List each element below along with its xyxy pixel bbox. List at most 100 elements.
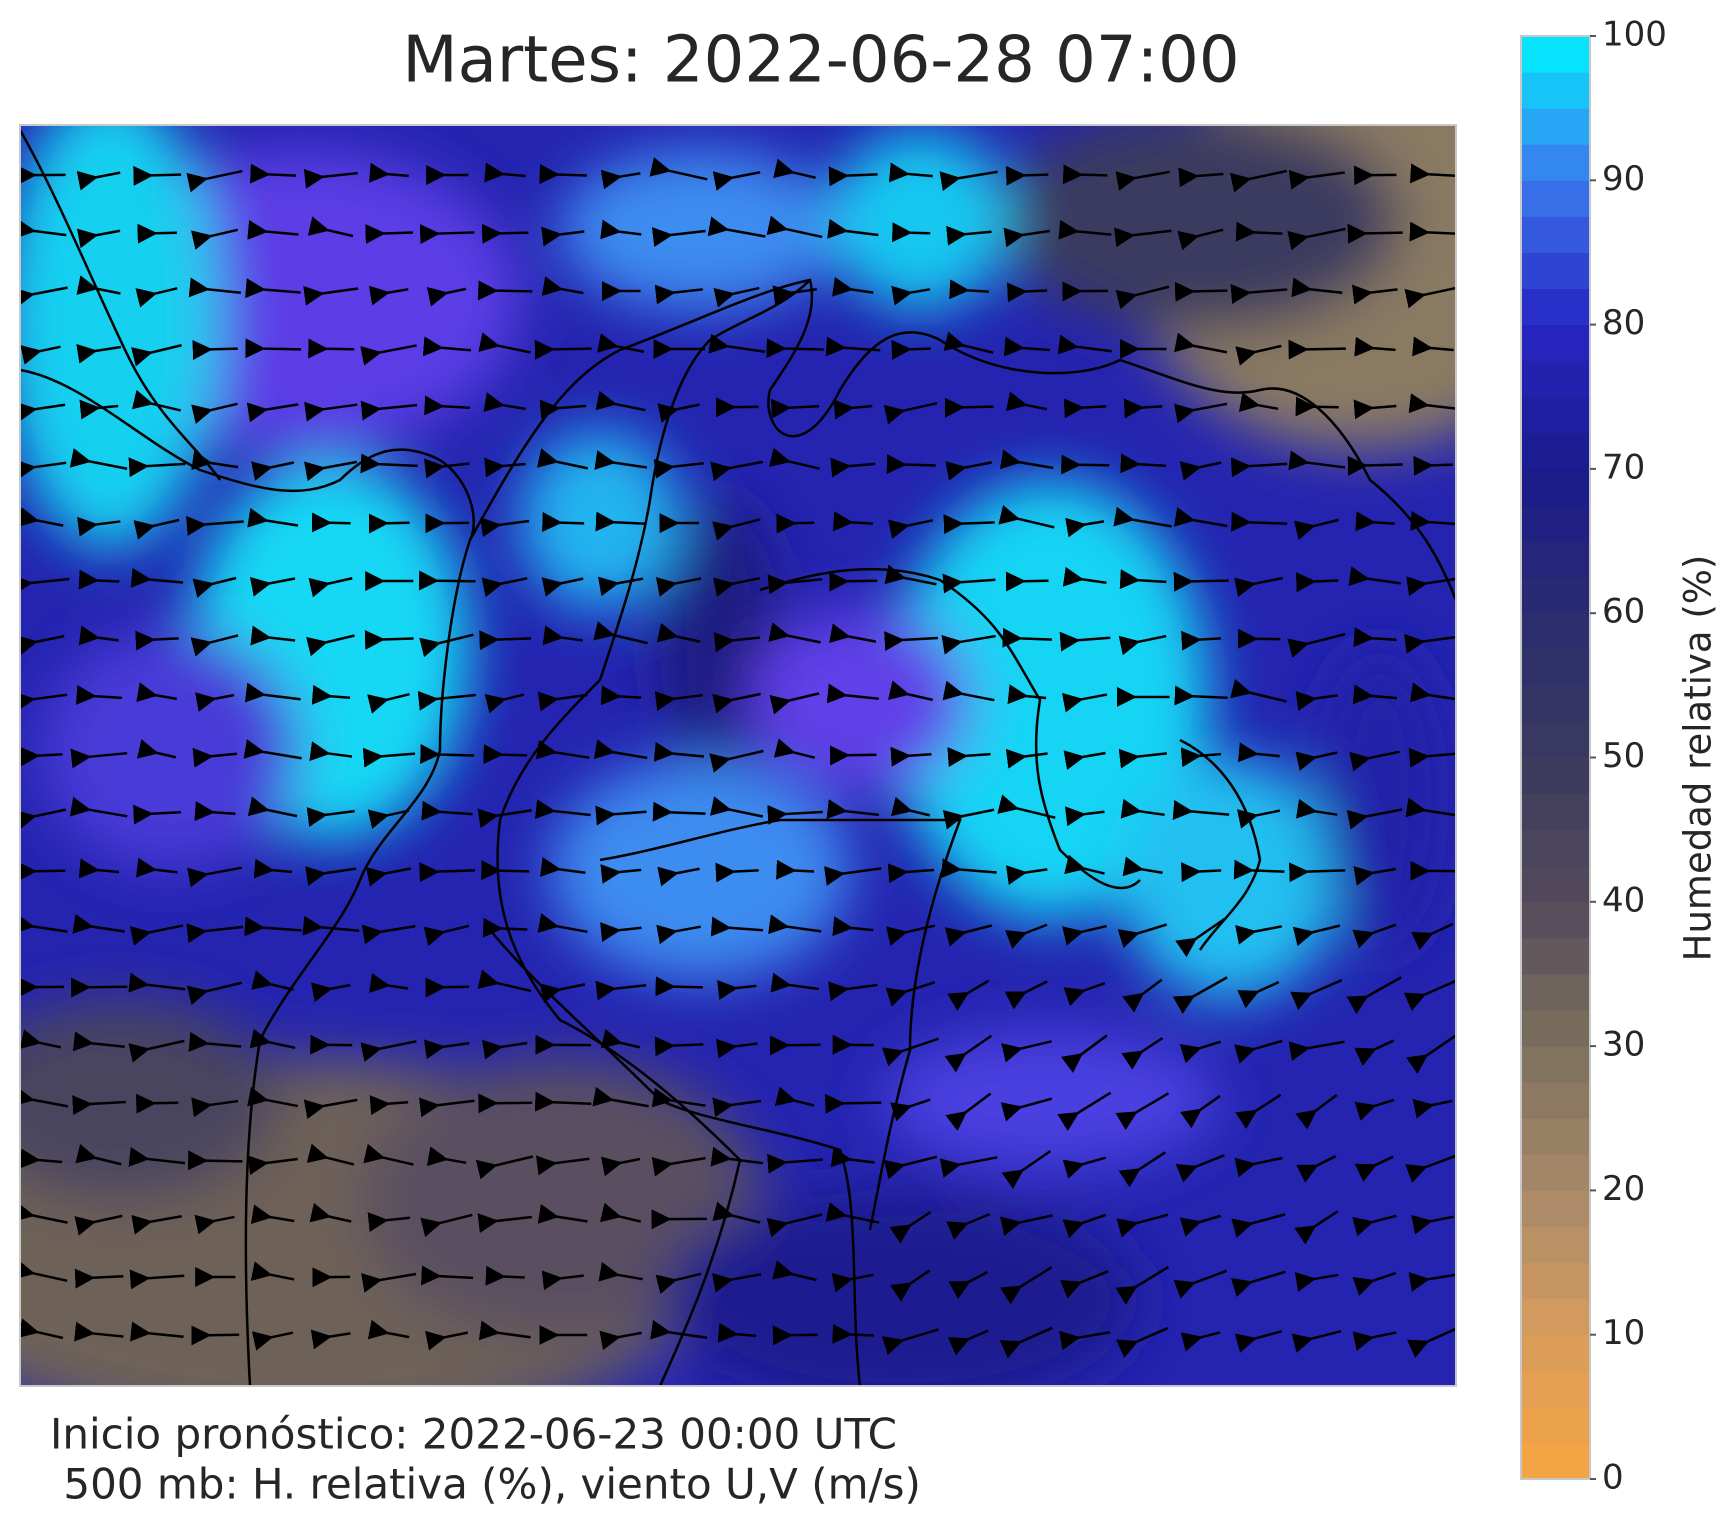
wind-arrow	[383, 639, 414, 640]
colorbar-label: Humedad relativa (%)	[1677, 555, 1717, 962]
wind-arrow	[263, 349, 301, 350]
colorbar-band	[1521, 1118, 1590, 1155]
wind-arrow	[154, 1103, 179, 1104]
colorbar-band	[1521, 216, 1590, 253]
wind-arrow	[852, 406, 872, 408]
wind-arrow	[1025, 290, 1047, 291]
colorbar-band	[1521, 794, 1590, 831]
wind-arrow	[437, 581, 476, 582]
wind-arrow	[438, 232, 475, 233]
wind-arrow	[437, 870, 475, 871]
colorbar-band	[1521, 1263, 1590, 1300]
colorbar-band	[1521, 649, 1590, 686]
colorbar-band	[1521, 1299, 1590, 1336]
wind-arrow	[501, 755, 527, 756]
colorbar-tick-label: 20	[1602, 1169, 1645, 1209]
colorbar-band	[1521, 721, 1590, 758]
wind-arrow	[847, 581, 877, 582]
wind-arrow	[153, 638, 179, 639]
colorbar-band	[1521, 613, 1590, 650]
wind-arrow	[1192, 696, 1227, 697]
colorbar-tick-label: 90	[1602, 159, 1645, 199]
wind-arrow	[560, 523, 584, 524]
colorbar-band	[1521, 685, 1590, 722]
colorbar-band	[1521, 252, 1590, 289]
colorbar-band	[1521, 1407, 1590, 1444]
wind-arrow	[268, 174, 296, 175]
colorbar-band	[1521, 397, 1590, 434]
colorbar-tick-label: 30	[1602, 1025, 1645, 1065]
wind-arrow	[619, 696, 641, 697]
colorbar-band	[1521, 505, 1590, 542]
colorbar-band	[1521, 541, 1590, 578]
wind-arrow	[155, 233, 177, 234]
wind-arrow	[557, 175, 587, 176]
colorbar-band	[1521, 758, 1590, 795]
wind-arrow	[1427, 232, 1456, 233]
colorbar-band	[1521, 108, 1590, 145]
wind-arrow	[909, 349, 930, 350]
wind-arrow	[1372, 638, 1397, 640]
wind-arrow	[843, 1103, 882, 1104]
colorbar-band	[1521, 1190, 1590, 1227]
colorbar-band	[1521, 289, 1590, 326]
colorbar-tick-label: 100	[1602, 15, 1667, 55]
wind-arrow	[670, 812, 705, 813]
colorbar-band	[1521, 974, 1590, 1011]
wind-arrow	[89, 987, 128, 988]
wind-arrow	[38, 754, 63, 755]
wind-arrow	[1020, 638, 1052, 639]
wind-arrow	[736, 1334, 756, 1336]
wind-arrow	[850, 1335, 874, 1336]
wind-arrow	[613, 522, 646, 523]
wind-arrow	[1199, 871, 1221, 872]
wind-arrow	[1307, 870, 1345, 871]
colorbar-band	[1521, 938, 1590, 975]
colorbar-band	[1521, 1046, 1590, 1083]
wind-arrow	[497, 638, 531, 639]
colorbar-band	[1521, 361, 1590, 398]
wind-arrow	[210, 349, 238, 350]
wind-arrow	[387, 174, 408, 176]
wind-arrow	[961, 522, 994, 523]
wind-arrow	[1373, 522, 1394, 523]
colorbar-tick-label: 0	[1602, 1458, 1624, 1498]
colorbar-band	[1521, 1371, 1590, 1408]
wind-arrow	[1428, 522, 1455, 524]
wind-arrow	[378, 464, 417, 466]
colorbar-band	[1521, 830, 1590, 867]
footer-line: 500 mb: H. relativa (%), viento U,V (m/s…	[50, 1460, 921, 1509]
wind-arrow	[272, 870, 292, 872]
colorbar-tick-label: 60	[1602, 592, 1645, 632]
colorbar-band	[1521, 1335, 1590, 1372]
wind-arrow	[1428, 174, 1456, 175]
footer-line: Inicio pronóstico: 2022-06-23 00:00 UTC	[50, 1410, 897, 1459]
map	[0, 50, 1590, 1440]
wind-arrow	[503, 1277, 524, 1278]
wind-arrow	[1306, 349, 1346, 350]
colorbar-band	[1521, 866, 1590, 903]
colorbar-band	[1521, 1010, 1590, 1047]
wind-arrow	[847, 174, 878, 175]
wind-arrow	[93, 1276, 124, 1277]
wind-arrow	[909, 754, 932, 755]
wind-arrow	[673, 1044, 704, 1045]
wind-arrow	[673, 987, 703, 988]
wind-arrow	[1314, 581, 1338, 582]
colorbar-band	[1521, 180, 1590, 217]
wind-arrow	[213, 812, 236, 814]
wind-arrow	[1199, 638, 1221, 639]
wind-arrow	[499, 871, 529, 872]
colorbar-tick-label: 80	[1602, 303, 1645, 343]
wind-arrow	[1431, 465, 1453, 466]
colorbar-band	[1521, 1226, 1590, 1263]
wind-arrow	[1024, 175, 1049, 176]
wind-arrow	[910, 233, 930, 234]
wind-arrow	[151, 175, 181, 176]
title: Martes: 2022-06-28 07:00	[402, 24, 1239, 98]
colorbar-band	[1521, 469, 1590, 506]
colorbar-tick-label: 10	[1602, 1313, 1645, 1353]
colorbar-band	[1521, 144, 1590, 181]
colorbar-band	[1521, 1154, 1590, 1191]
